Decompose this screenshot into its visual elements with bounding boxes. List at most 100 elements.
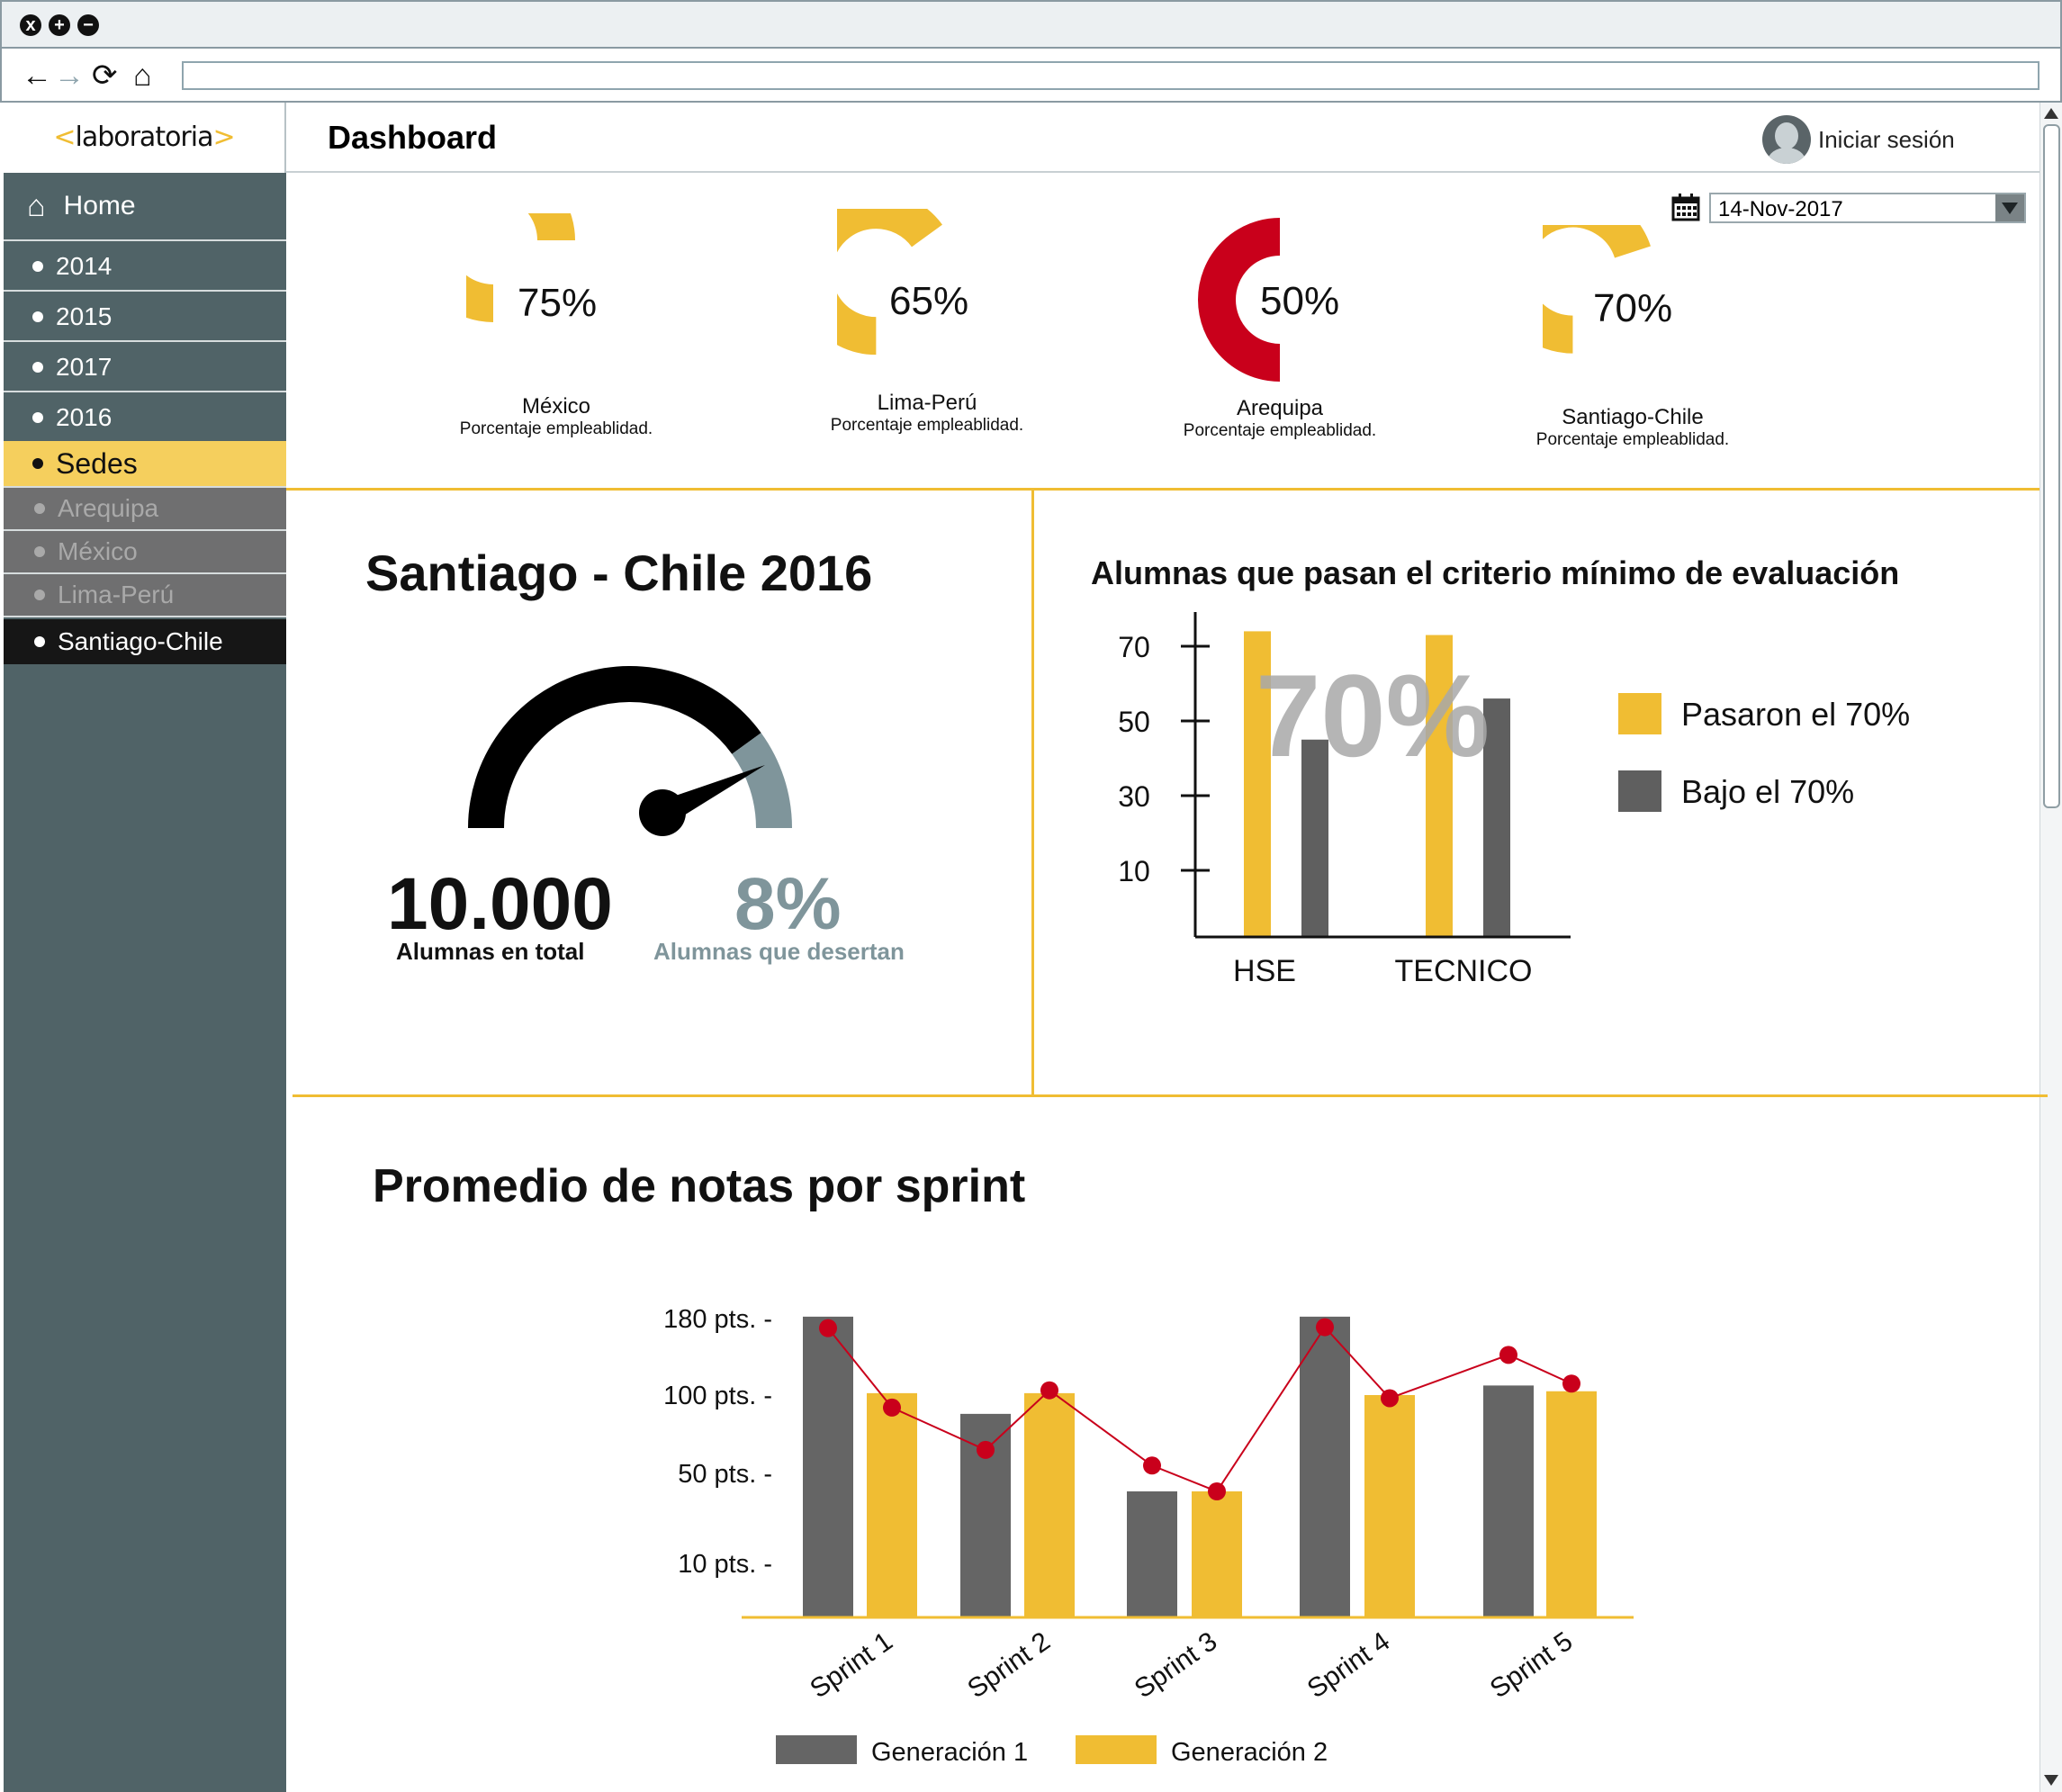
gauge-needle [662, 765, 765, 825]
y-tick-label: 30 [1118, 780, 1150, 813]
sidebar-item-label: Home [63, 191, 136, 221]
browser-navbar: ← → ⟳ ⌂ [0, 47, 2062, 103]
sidebar-item-mexico[interactable]: México [4, 531, 286, 574]
arrow-left-icon[interactable]: ← [22, 59, 52, 93]
kpi-caption: Porcentaje empleablidad. [1183, 421, 1377, 440]
total-students-label: Alumnas en total [396, 938, 585, 965]
y-tick-label: 50 pts. - [678, 1460, 772, 1489]
trend-line [827, 1325, 1572, 1493]
y-tick-label: 10 [1118, 855, 1150, 887]
kpi-value: 50% [1260, 279, 1340, 323]
x-tick-label: Sprint 3 [1130, 1626, 1223, 1704]
kpi-label: Arequipa Porcentaje empleablidad. [1154, 396, 1406, 441]
bar-sprint-3-gen-1 [1127, 1491, 1177, 1617]
app-header: Dashboard Iniciar sesión [286, 103, 2041, 173]
scroll-up-icon[interactable] [2044, 108, 2058, 119]
bar-sprint-4-gen-2 [1364, 1395, 1415, 1617]
x-tick-label: Sprint 1 [805, 1626, 898, 1704]
x-tick-label: Sprint 2 [962, 1626, 1056, 1704]
kpi-donut-arc [837, 209, 942, 356]
sidebar-item-2017[interactable]: 2017 [4, 344, 286, 392]
kpi-caption: Porcentaje empleablidad. [459, 419, 653, 438]
bar-sprint-5-gen-2 [1546, 1391, 1597, 1617]
close-window-icon[interactable]: x [20, 14, 41, 36]
bar-tecnico-1 [1426, 635, 1453, 937]
trend-point [1143, 1456, 1161, 1475]
url-input[interactable] [182, 61, 2039, 90]
login-button[interactable]: Iniciar sesión [1762, 115, 1955, 164]
total-students-value: 10.000 [387, 863, 613, 945]
kpi-city: Lima-Perú [877, 391, 977, 415]
maximize-window-icon[interactable]: + [49, 14, 70, 36]
page-title: Dashboard [328, 119, 498, 156]
y-tick-label: 180 pts. - [663, 1305, 772, 1334]
trend-point [1316, 1318, 1334, 1337]
trend-point [1562, 1374, 1580, 1393]
trend-point [1208, 1482, 1226, 1500]
y-tick-label: 100 pts. - [663, 1382, 772, 1410]
scroll-thumb[interactable] [2043, 124, 2060, 808]
arrow-right-icon[interactable]: → [54, 59, 85, 93]
dropout-gauge [468, 666, 792, 836]
sidebar-item-sedes[interactable]: Sedes [4, 441, 286, 488]
x-tick-label: HSE [1233, 954, 1296, 988]
chevron-down-icon[interactable] [1995, 194, 2024, 221]
x-tick-label: Sprint 5 [1485, 1626, 1579, 1704]
bar-hse-1 [1244, 631, 1271, 937]
kpi-city: Santiago-Chile [1562, 405, 1704, 429]
x-tick-label: TECNICO [1395, 954, 1533, 988]
home-icon: ⌂ [27, 188, 46, 223]
summary-title: Santiago - Chile 2016 [365, 545, 873, 601]
legend-label: Generación 2 [1171, 1738, 1328, 1767]
reload-icon[interactable]: ⟳ [92, 59, 118, 93]
divider [293, 1094, 2048, 1097]
user-avatar-icon [1762, 115, 1811, 164]
sprint-bar-chart: 180 pts. - 100 pts. - 50 pts. - 10 pts. - Sp… [663, 1305, 1634, 1767]
sprint-chart-title: Promedio de notas por sprint [373, 1160, 1026, 1212]
trend-point [1499, 1346, 1517, 1364]
dropout-value: 8% [734, 863, 842, 945]
bar-tecnico-2 [1483, 698, 1510, 937]
sidebar-item-2014[interactable]: 2014 [4, 243, 286, 292]
kpi-donut-3 [1198, 218, 1281, 382]
sidebar-item-2015[interactable]: 2015 [4, 293, 286, 342]
bar-sprint-1-gen-2 [867, 1392, 917, 1617]
legend-swatch [1618, 770, 1661, 812]
x-tick-label: Sprint 4 [1302, 1626, 1396, 1704]
bar-sprint-4-gen-1 [1300, 1316, 1350, 1617]
sidebar-item-santiago-chile[interactable]: Santiago-Chile [4, 619, 286, 664]
legend-label: Generación 1 [871, 1738, 1028, 1767]
y-tick-label: 70 [1118, 631, 1150, 663]
dropout-label: Alumnas que desertan [653, 938, 905, 965]
brand-logo[interactable]: <laboratoria> [4, 103, 286, 173]
gauge-arc-rest [731, 733, 792, 829]
scroll-down-icon[interactable] [2044, 1775, 2058, 1786]
page-scrollbar[interactable] [2039, 103, 2062, 1792]
calendar-icon[interactable] [1671, 193, 1700, 221]
kpi-donut-2 [837, 209, 942, 356]
date-select[interactable]: 14-Nov-2017 [1709, 193, 2026, 223]
evaluation-bar-chart: HSE TECNICO 70% 70 50 30 10 Pasaron el 70% Bajo … [1118, 612, 1910, 988]
sidebar-item-lima-peru[interactable]: Lima-Perú [4, 574, 286, 617]
minimize-window-icon[interactable]: − [77, 14, 99, 36]
kpi-caption: Porcentaje empleablidad. [1535, 430, 1730, 449]
login-label: Iniciar sesión [1818, 125, 1955, 153]
bar-sprint-5-gen-1 [1483, 1385, 1534, 1617]
legend-label: Bajo el 70% [1681, 773, 1854, 810]
legend-swatch [1076, 1735, 1157, 1764]
evaluation-chart-title: Alumnas que pasan el criterio mínimo de … [1091, 554, 1900, 591]
trend-point [883, 1398, 901, 1417]
chart-watermark: 70% [1256, 650, 1490, 781]
trend-point [819, 1319, 837, 1337]
date-value: 14-Nov-2017 [1718, 197, 1843, 221]
sidebar: ⌂ Home 2014 2015 2017 2016 Sedes Arequip… [4, 173, 286, 1792]
y-tick-label: 50 [1118, 706, 1150, 738]
kpi-donut-arc [1198, 218, 1281, 382]
kpi-label: Lima-Perú Porcentaje empleablidad. [801, 391, 1053, 436]
sidebar-item-arequipa[interactable]: Arequipa [4, 488, 286, 531]
home-icon[interactable]: ⌂ [133, 59, 152, 93]
sidebar-item-home[interactable]: ⌂ Home [4, 173, 286, 241]
kpi-label: México Porcentaje empleablidad. [430, 394, 682, 439]
sidebar-item-2016[interactable]: 2016 [4, 394, 286, 443]
bar-sprint-3-gen-2 [1192, 1491, 1242, 1617]
